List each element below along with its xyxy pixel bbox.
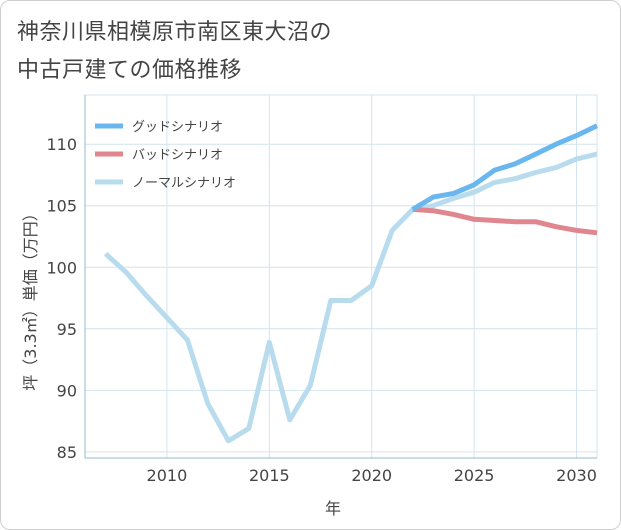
y-tick-label: 95: [57, 320, 77, 339]
x-tick-label: 2010: [147, 466, 188, 485]
y-tick-label: 85: [57, 443, 77, 462]
x-tick-label: 2030: [556, 466, 597, 485]
y-tick-label: 105: [46, 197, 77, 216]
chart-title-line2: 中古戸建ての価格推移: [17, 58, 243, 83]
y-tick-label: 110: [46, 135, 77, 154]
y-axis-title: 坪（3.3㎡）単価（万円）: [21, 205, 40, 390]
x-axis-title: 年: [325, 499, 341, 518]
x-tick-label: 2015: [249, 466, 290, 485]
chart-title-line1: 神奈川県相模原市南区東大沼の: [17, 20, 333, 45]
grid: [84, 94, 598, 459]
series-line-1: [412, 206, 598, 236]
legend-label-2: ノーマルシナリオ: [132, 176, 236, 191]
x-tick-label: 2025: [454, 466, 495, 485]
series-line-0: [411, 123, 599, 212]
legend-label-0: グッドシナリオ: [132, 120, 223, 135]
y-tick-label: 90: [57, 381, 77, 400]
legend-label-1: バッドシナリオ: [132, 148, 223, 163]
series-line-2: [103, 151, 598, 444]
axes: 2010 2015 2020 2025 2030 85 90 95 100 105 110: [46, 95, 597, 485]
x-tick-label: 2020: [351, 466, 392, 485]
y-tick-label: 100: [46, 258, 77, 277]
series-lines: [103, 123, 599, 444]
